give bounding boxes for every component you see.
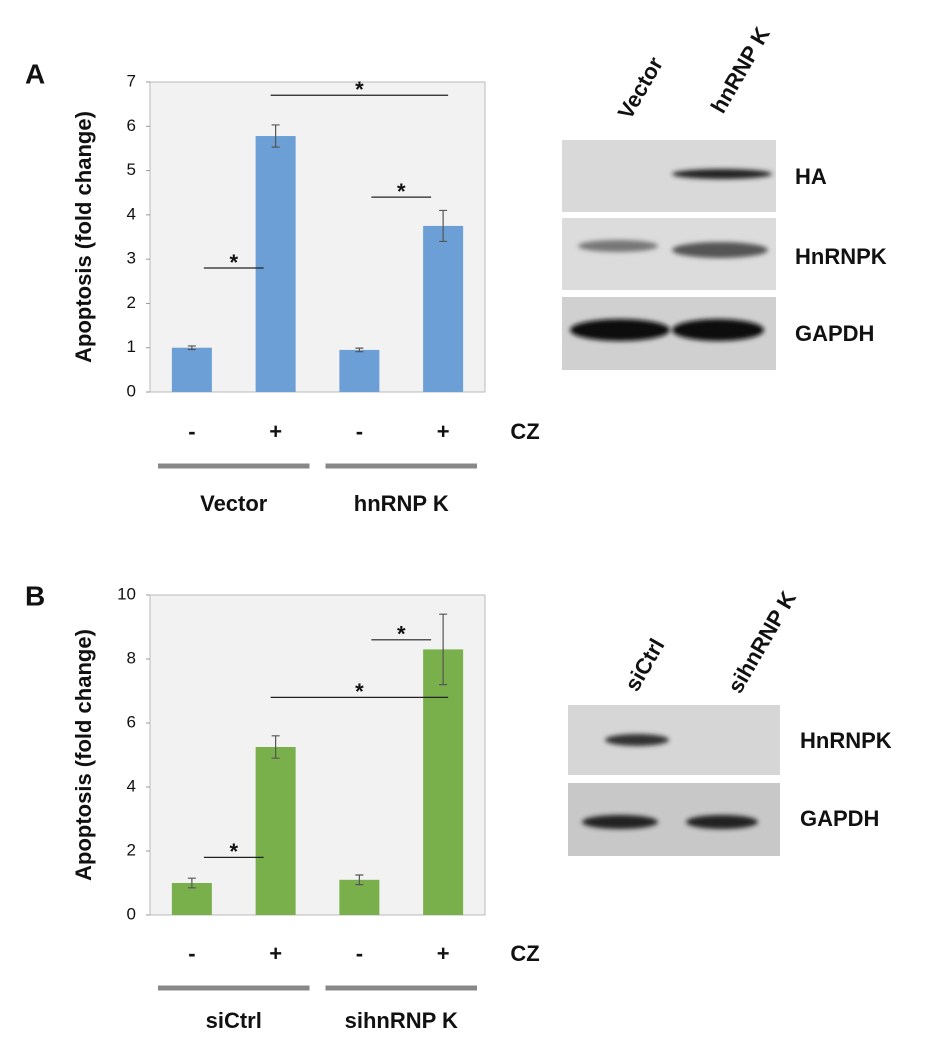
y-tick-label: 10 (117, 584, 136, 603)
significance-label: * (355, 77, 364, 102)
y-tick-label: 4 (127, 204, 136, 223)
error-bar (355, 874, 364, 886)
error-bar (187, 877, 196, 889)
lane-label: hnRNP K (706, 23, 775, 118)
x-tick-label: - (356, 419, 363, 444)
y-axis-label: Apoptosis (fold change) (71, 629, 96, 881)
row-label: HnRNPK (795, 244, 887, 269)
error-bar (355, 347, 364, 353)
y-tick-label: 0 (127, 904, 136, 923)
blot-band (672, 319, 764, 341)
x-tick-label: - (188, 941, 195, 966)
row-label: HA (795, 164, 827, 189)
y-tick-label: 8 (127, 648, 136, 667)
bar (339, 349, 380, 392)
blot-a: Vector hnRNP K HA HnRNPK GAPDH (562, 23, 887, 370)
bar (255, 747, 296, 915)
bar (339, 879, 380, 915)
panel-label: A (25, 58, 45, 89)
group-label: hnRNP K (354, 491, 449, 516)
bar (255, 136, 296, 392)
row-label: GAPDH (800, 806, 879, 831)
blot-band (578, 240, 658, 252)
y-tick-label: 3 (127, 249, 136, 268)
y-tick-label: 2 (127, 293, 136, 312)
treatment-label: CZ (510, 941, 539, 966)
x-tick-label: + (437, 419, 450, 444)
significance-label: * (355, 679, 364, 704)
blot-b: siCtrl sihnRNP K HnRNPK GAPDH (568, 587, 892, 856)
significance-label: * (397, 179, 406, 204)
blot-strip (568, 705, 780, 775)
error-bar (439, 613, 448, 686)
significance-label: * (397, 622, 406, 647)
blot-band (570, 319, 670, 341)
y-tick-label: 2 (127, 840, 136, 859)
bar (423, 225, 464, 392)
blot-band (672, 169, 772, 179)
y-tick-label: 1 (127, 337, 136, 356)
y-tick-label: 5 (127, 160, 136, 179)
lane-label: sihnRNP K (723, 587, 801, 698)
error-bar (439, 209, 448, 243)
row-label: HnRNPK (800, 728, 892, 753)
group-label: Vector (200, 491, 268, 516)
bar (171, 347, 212, 392)
treatment-label: CZ (510, 419, 539, 444)
y-tick-label: 7 (127, 71, 136, 90)
x-tick-label: - (356, 941, 363, 966)
x-tick-label: + (437, 941, 450, 966)
panel-label: B (25, 580, 45, 611)
row-label: GAPDH (795, 321, 874, 346)
blot-band (605, 734, 669, 746)
significance-label: * (229, 250, 238, 275)
y-axis-label: Apoptosis (fold change) (71, 111, 96, 363)
x-tick-label: + (269, 419, 282, 444)
lane-label: Vector (613, 52, 668, 123)
lane-label: siCtrl (620, 634, 670, 695)
y-tick-label: 6 (127, 116, 136, 135)
blot-band (672, 242, 768, 258)
y-tick-label: 4 (127, 776, 136, 795)
significance-label: * (229, 839, 238, 864)
y-tick-label: 6 (127, 712, 136, 731)
y-tick-label: 0 (127, 381, 136, 400)
group-label: siCtrl (206, 1008, 262, 1033)
x-tick-label: + (269, 941, 282, 966)
x-tick-label: - (188, 419, 195, 444)
error-bar (187, 345, 196, 351)
error-bar (271, 735, 280, 759)
error-bar (271, 124, 280, 148)
bar (423, 649, 464, 915)
blot-band (582, 815, 658, 829)
group-label: sihnRNP K (345, 1008, 458, 1033)
blot-band (686, 815, 758, 829)
